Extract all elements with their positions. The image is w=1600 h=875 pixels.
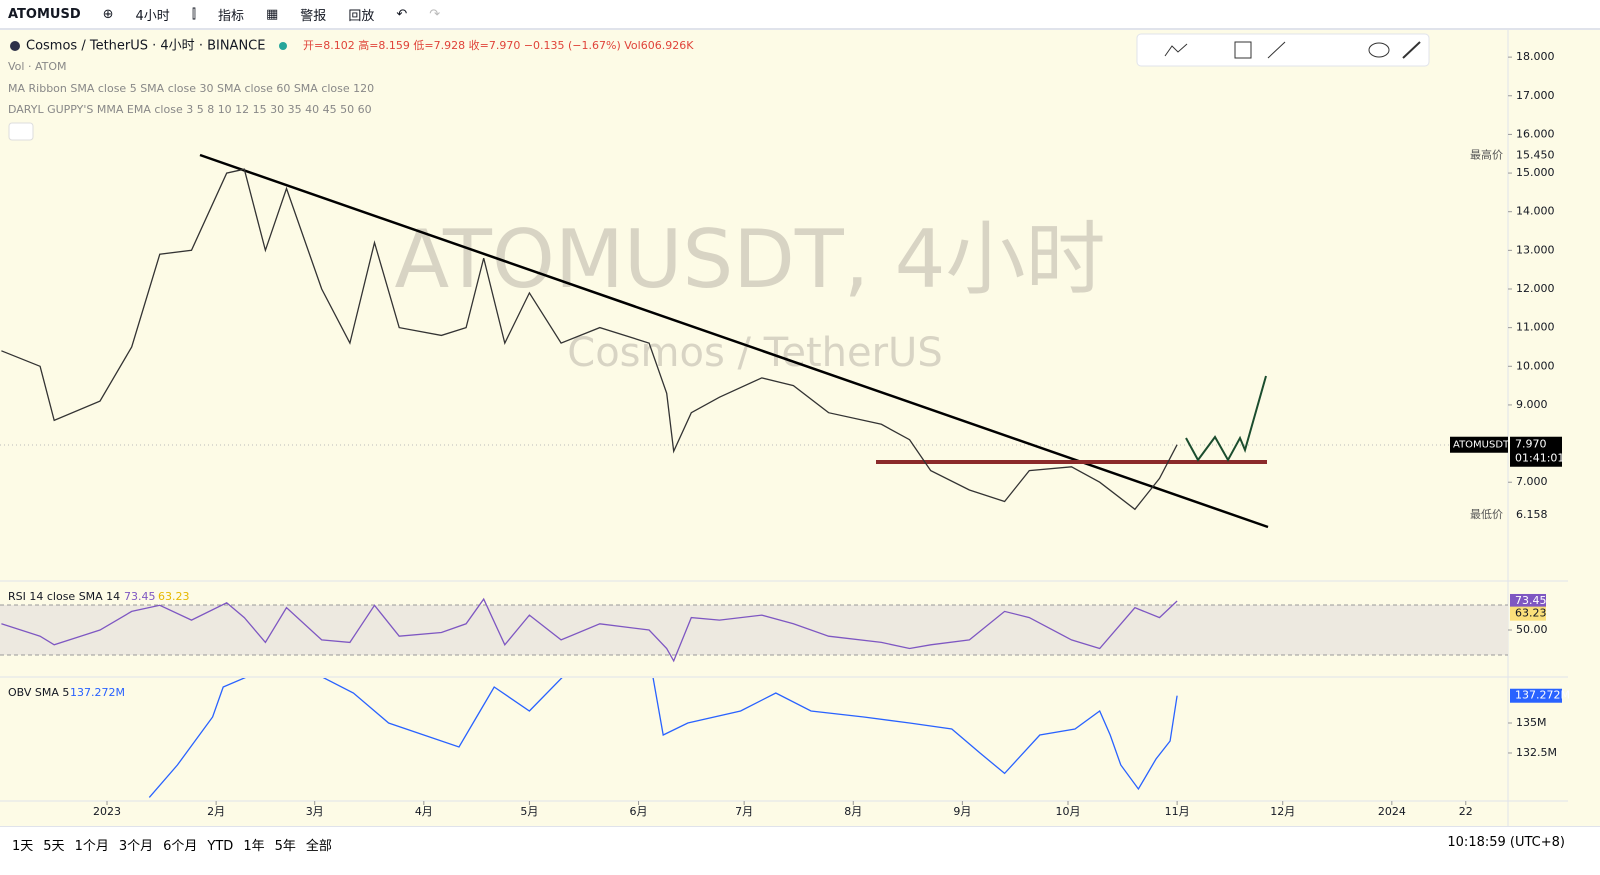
x-tick-label: 4月 [415,805,433,818]
symbol-icon [10,41,20,51]
last-price: 7.970 [1515,438,1547,451]
last-name: ATOMUSDT [1453,440,1510,451]
countdown: 01:41:01 [1515,452,1564,465]
x-tick-label: 12月 [1270,805,1295,818]
redo[interactable]: ↷ [429,6,441,22]
rsi-band [0,605,1508,655]
y-tick-label: 18.000 [1516,50,1555,63]
last-price-bg [1510,436,1562,467]
drawing-toolbar-bg [1136,33,1430,67]
ohlc: 开=8.102 高=8.159 低=7.928 收=7.970 −0.135 (… [303,38,694,52]
range-button[interactable]: 5年 [274,839,296,854]
bottom-bar: 1天 5天 1个月 3个月 6个月 YTD 1年 5年 全部 10:18:59 (UTC+8) [0,826,1600,875]
range-button[interactable]: 1年 [243,839,265,854]
y-tick-label: 12.000 [1516,282,1555,295]
y-tick-label: 7.000 [1516,475,1548,488]
low-label: 最低价 [1470,508,1503,521]
add-symbol[interactable]: ⊕ [102,6,114,22]
high-value: 15.450 [1516,149,1555,162]
chart: ATOMUSDT, 4小时 Cosmos / TetherUS Cosmos /… [0,30,1600,826]
y-tick-label: 15.000 [1516,166,1555,179]
y-tick-label: 11.000 [1516,321,1555,334]
rsi-ma-tag-bg [1510,606,1546,621]
obv-tag-bg [1510,688,1562,703]
range-button[interactable]: 3个月 [118,839,154,854]
range-button[interactable]: 全部 [305,839,332,854]
obv-value: 137.272M [70,686,125,699]
y-tick-label: 132.5M [1516,746,1557,759]
rsi-value: 73.45 [124,590,156,603]
y-tick-label: 14.000 [1516,205,1555,218]
x-tick-label: 9月 [953,805,971,818]
y-tick-label: 17.000 [1516,89,1555,102]
rsi-ma-tag: 63.23 [1515,607,1547,620]
watermark-sub: Cosmos / TetherUS [567,330,942,376]
rsi-ma-value: 63.23 [158,590,190,603]
layouts[interactable]: ▦ [266,6,279,22]
watermark: ATOMUSDT, 4小时 [395,213,1106,306]
last-name-bg [1450,436,1508,453]
projection-path [1185,375,1267,463]
series-line [1,597,1178,663]
market-status [279,42,287,50]
x-tick-label: 22 [1459,805,1473,818]
range-button[interactable]: 1个月 [74,839,109,854]
x-tick-label: 2023 [93,805,121,818]
vol-legend: Vol · ATOM [8,60,67,73]
interval[interactable]: 4小时 [135,8,170,24]
low-value: 6.158 [1516,508,1548,521]
obv-tag: 137.272M [1515,689,1570,702]
y-tick-label: 9.000 [1516,398,1548,411]
range-button[interactable]: 1天 [12,839,34,854]
tool-icon[interactable] [1368,42,1390,58]
chart-type[interactable]: ⫿ [191,6,196,22]
indicators[interactable]: 指标 [217,8,244,24]
obv-legend: OBV SMA 5 [8,686,69,699]
replay[interactable]: 回放 [348,8,375,24]
tool-icon[interactable] [1234,41,1252,59]
series-line [1,168,1178,511]
range-button[interactable]: 5天 [43,839,65,854]
rsi-tag-bg [1510,593,1546,608]
range-button[interactable]: 6个月 [163,839,198,854]
ma-legend: MA Ribbon SMA close 5 SMA close 30 SMA c… [8,82,374,95]
legend-title: Cosmos / TetherUS · 4小时 · BINANCE [26,39,265,54]
high-label: 最高价 [1470,148,1503,162]
tool-icon[interactable] [1164,43,1188,57]
tool-icon[interactable] [1267,41,1286,59]
x-tick-label: 6月 [630,805,648,818]
y-tick-label: 135M [1516,716,1547,729]
x-tick-label: 10月 [1055,805,1080,818]
x-tick-label: 11月 [1165,805,1190,818]
rsi-tag: 73.45 [1515,594,1547,607]
series-line [148,678,1178,798]
trend-line [199,153,1269,529]
top-toolbar: ATOMUSD ⊕ 4小时 ⫿ 指标 ▦ 警报 回放 ↶ ↷ [0,0,1600,30]
y-tick-label: 13.000 [1516,243,1555,256]
legend: Cosmos / TetherUS · 4小时 · BINANCE 开=8.10… [8,38,694,141]
tool-icon[interactable] [1402,41,1421,59]
alert[interactable]: 警报 [300,8,327,24]
y-tick-label: 16.000 [1516,127,1555,140]
clock: 10:18:59 (UTC+8) [1447,835,1565,850]
collapse-button[interactable] [8,122,34,141]
x-tick-label: 7月 [735,805,753,818]
background [0,30,1600,826]
y-tick-label: 50.00 [1516,623,1548,636]
rsi-legend: RSI 14 close SMA 14 [8,590,120,603]
x-tick-label: 2月 [207,805,225,818]
x-tick-label: 3月 [306,805,324,818]
range-button[interactable]: YTD [207,839,234,854]
x-tick-label: 2024 [1378,805,1406,818]
undo[interactable]: ↶ [396,6,408,22]
guppy-legend: DARYL GUPPY'S MMA EMA close 3 5 8 10 12 … [8,103,372,116]
x-tick-label: 8月 [844,805,862,818]
x-tick-label: 5月 [520,805,538,818]
ranges: 1天 5天 1个月 3个月 6个月 YTD 1年 5年 全部 [12,835,342,854]
drawing-toolbar [1136,33,1430,67]
y-tick-label: 10.000 [1516,359,1555,372]
symbol-search[interactable]: ATOMUSD [8,6,81,22]
